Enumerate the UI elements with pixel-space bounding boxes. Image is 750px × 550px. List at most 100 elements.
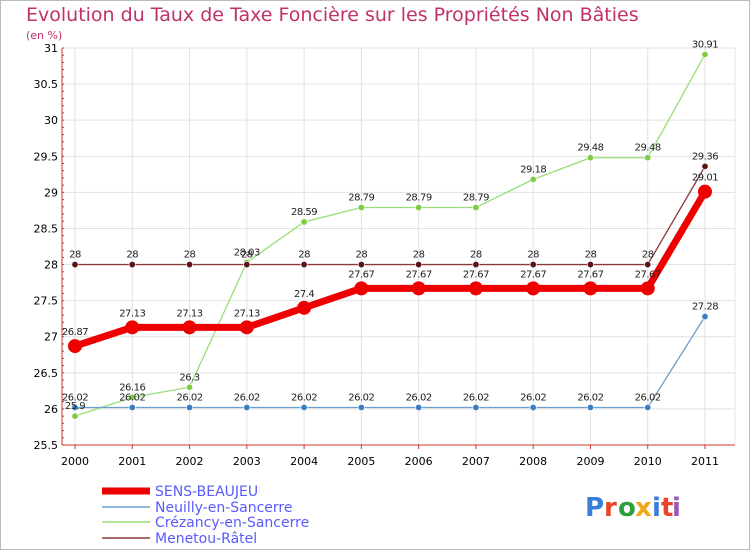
series-line-3 [74, 165, 706, 266]
data-point [300, 403, 308, 411]
logo-letter: t [661, 493, 673, 523]
data-point [472, 204, 480, 212]
data-label: 26.02 [635, 392, 661, 403]
data-label: 26.02 [119, 392, 145, 403]
data-label: 27.67 [577, 269, 603, 280]
logo-letter: r [604, 493, 617, 523]
data-point [71, 412, 79, 420]
y-tick-label: 28.5 [34, 222, 59, 235]
logo-letter: i [652, 493, 661, 523]
legend: SENS-BEAUJEUNeuilly-en-SancerreCrézancy-… [102, 484, 309, 547]
y-tick-label: 31 [44, 42, 58, 55]
data-point [128, 261, 136, 269]
data-label: 29.36 [692, 151, 718, 162]
y-tick-label: 28 [44, 259, 58, 272]
data-label: 28 [413, 250, 425, 261]
data-label: 28.79 [463, 193, 489, 204]
logo-letter: x [635, 493, 652, 523]
data-label: 27.13 [234, 308, 260, 319]
data-label: 28 [470, 250, 482, 261]
data-label: 28.03 [234, 247, 260, 258]
data-point [640, 281, 655, 296]
axes: 25.5 26 26.5 27 27.5 28 28.5 29 29.5 30 30.5 31 2000… [34, 42, 735, 468]
x-tick-label: 2003 [233, 455, 261, 468]
data-point [701, 162, 709, 170]
data-label: 28.79 [406, 193, 432, 204]
y-tick-label: 29.5 [34, 150, 59, 163]
data-point [411, 281, 426, 296]
data-label: 26.02 [291, 392, 317, 403]
data-point [472, 403, 480, 411]
data-point [357, 261, 365, 269]
data-label: 28 [298, 250, 310, 261]
y-tick-label: 26 [44, 403, 58, 416]
data-point [526, 281, 541, 296]
x-tick-label: 2006 [405, 455, 433, 468]
data-label: 29.01 [692, 173, 718, 184]
legend-label: Neuilly-en-Sancerre [155, 500, 292, 516]
y-tick-label: 27.5 [34, 295, 59, 308]
data-label: 26.02 [406, 392, 432, 403]
data-point [297, 300, 312, 315]
data-point [644, 403, 652, 411]
data-point [300, 261, 308, 269]
data-point [243, 261, 251, 269]
x-tick-label: 2005 [347, 455, 375, 468]
data-point [357, 403, 365, 411]
data-point [357, 204, 365, 212]
data-label: 28 [126, 250, 138, 261]
plot-area [61, 47, 736, 446]
x-tick-label: 2009 [576, 455, 604, 468]
data-label: 29.18 [520, 164, 546, 175]
data-point [186, 383, 194, 391]
data-point [583, 281, 598, 296]
data-label: 26.3 [179, 372, 199, 383]
x-tick-label: 2007 [462, 455, 490, 468]
y-tick-label: 27 [44, 331, 58, 344]
data-point [586, 403, 594, 411]
data-label: 28 [355, 250, 367, 261]
chart-title: Evolution du Taux de Taxe Foncière sur l… [26, 4, 639, 26]
data-label: 28 [585, 250, 597, 261]
data-point [529, 403, 537, 411]
data-point [415, 403, 423, 411]
logo-letter: i [672, 493, 681, 523]
data-label: 27.67 [635, 269, 661, 280]
data-label: 26.02 [577, 392, 603, 403]
data-label: 27.13 [176, 308, 202, 319]
data-label: 27.13 [119, 308, 145, 319]
data-point [644, 154, 652, 162]
data-label: 26.02 [463, 392, 489, 403]
data-point [701, 313, 709, 321]
data-label: 28 [184, 250, 196, 261]
data-label: 26.02 [176, 392, 202, 403]
data-point [71, 403, 79, 411]
data-label: 27.28 [692, 302, 718, 313]
data-point [529, 175, 537, 183]
data-point [415, 204, 423, 212]
x-tick-label: 2008 [519, 455, 547, 468]
data-label: 29.48 [635, 143, 661, 154]
y-tick-label: 30.5 [34, 78, 59, 91]
chart-unit-label: (en %) [26, 29, 63, 42]
data-point [586, 261, 594, 269]
series-line-1 [74, 315, 706, 409]
data-label: 29.48 [577, 143, 603, 154]
data-label: 26.02 [62, 392, 88, 403]
data-point [125, 320, 140, 335]
data-point [186, 261, 194, 269]
data-point [586, 154, 594, 162]
data-label: 30.91 [692, 39, 718, 50]
data-point [182, 320, 197, 335]
data-label: 26.02 [348, 392, 374, 403]
x-tick-label: 2004 [290, 455, 318, 468]
series-lines [68, 50, 712, 420]
data-label: 26.87 [62, 327, 88, 338]
y-tick-label: 26.5 [34, 367, 59, 380]
x-tick-label: 2001 [118, 455, 146, 468]
data-label: 28 [642, 250, 654, 261]
data-label: 27.67 [406, 269, 432, 280]
y-tick-label: 25.5 [34, 439, 59, 452]
